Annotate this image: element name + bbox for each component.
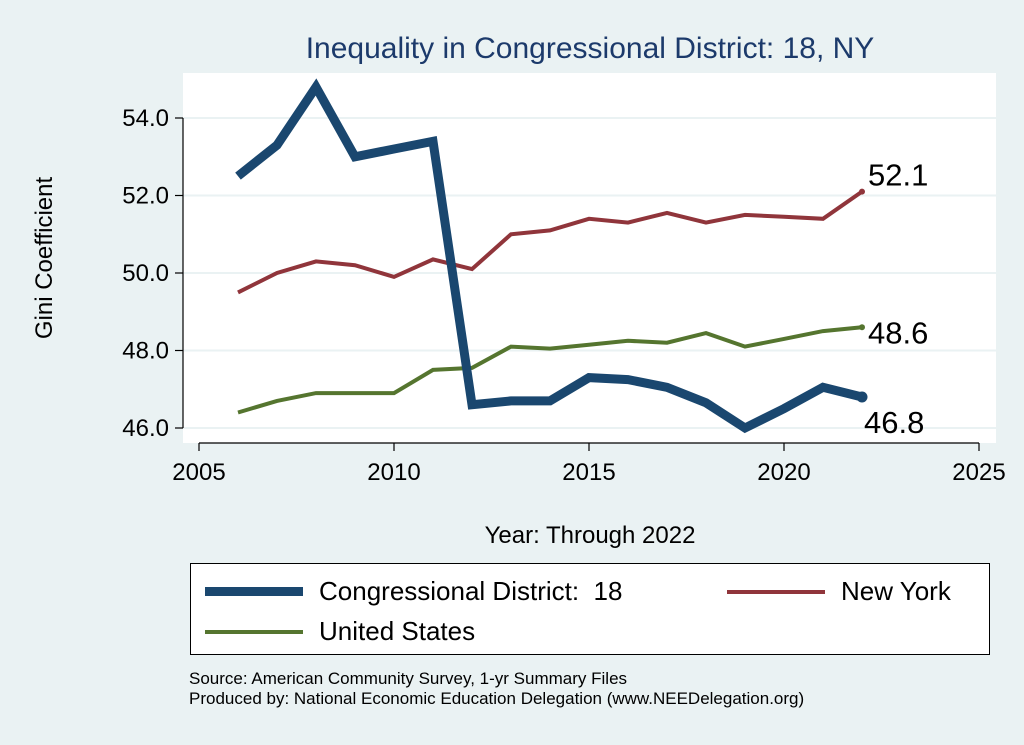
x-tick-label: 2025	[952, 459, 1005, 486]
legend-swatch-new-york	[727, 589, 825, 594]
end-labels: 46.8 52.1 48.6	[864, 158, 928, 440]
series-lines	[235, 78, 868, 434]
end-label-1: 52.1	[868, 158, 928, 193]
y-tick-label: 50.0	[122, 260, 169, 287]
plot-area	[183, 73, 996, 443]
y-tick-label: 46.0	[122, 415, 169, 442]
legend-item-district: Congressional District: 18	[205, 576, 622, 607]
legend-label-district: Congressional District: 18	[319, 576, 623, 606]
end-label-2: 48.6	[868, 315, 928, 350]
legend-swatch-district	[205, 587, 303, 596]
produced-by-line: Produced by: National Economic Education…	[189, 689, 805, 708]
x-tick-label: 2010	[367, 459, 420, 486]
legend-label-new-york: New York	[841, 576, 951, 606]
source-line: Source: American Community Survey, 1-yr …	[189, 669, 628, 688]
series-end-point-0	[856, 391, 868, 403]
x-tick-label: 2015	[562, 459, 615, 486]
x-tick-label: 2005	[172, 459, 225, 486]
legend-item-new-york: New York	[727, 576, 951, 607]
grid	[183, 117, 996, 429]
chart-title: Inequality in Congressional District: 18…	[306, 32, 875, 65]
source-note: Source: American Community Survey, 1-yr …	[189, 669, 804, 709]
axes: 46.0 48.0 50.0 52.0 54.0 2005 2010 2015 2020 2025	[122, 105, 1005, 486]
end-label-0: 46.8	[864, 405, 924, 440]
legend-swatch-united-states	[205, 629, 303, 634]
x-axis-label: Year: Through 2022	[485, 522, 696, 549]
y-tick-label: 54.0	[122, 105, 169, 132]
series-line-1	[237, 189, 864, 295]
y-axis-label: Gini Coefficient	[31, 177, 58, 340]
series-end-point-2	[859, 324, 865, 331]
series-line-2	[237, 325, 863, 415]
y-tick-label: 52.0	[122, 183, 169, 210]
legend-item-united-states: United States	[205, 616, 475, 647]
legend: Congressional District: 18 New York Unit…	[190, 563, 990, 655]
series-end-point-1	[859, 188, 865, 195]
x-tick-label: 2020	[757, 459, 810, 486]
series-line-0	[235, 78, 864, 434]
y-tick-label: 48.0	[122, 338, 169, 365]
legend-label-united-states: United States	[319, 616, 476, 646]
